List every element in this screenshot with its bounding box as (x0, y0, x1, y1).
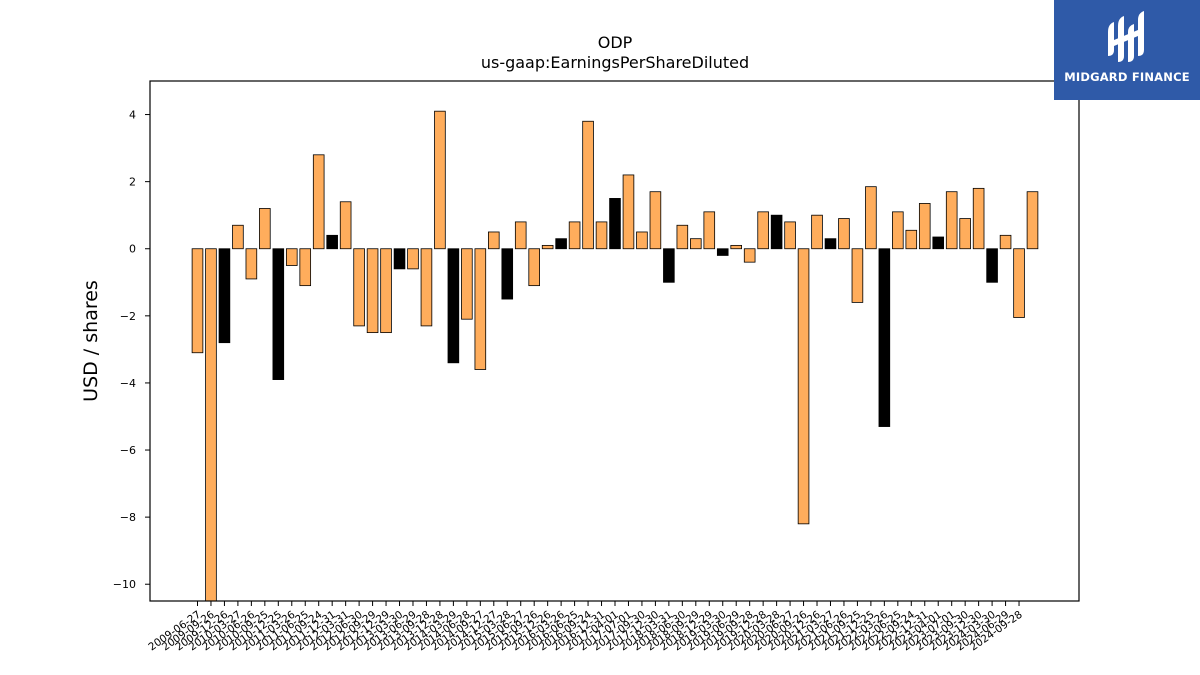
bar (420, 248, 433, 327)
bar (865, 186, 877, 250)
bar (487, 231, 500, 250)
bar (770, 214, 783, 250)
bar (528, 248, 540, 287)
y-tick-label: 4 (129, 109, 136, 122)
bar (461, 248, 473, 320)
bar (932, 236, 945, 250)
bar (851, 248, 864, 303)
midgard-m-logo-icon (1108, 11, 1144, 62)
bar (986, 248, 998, 283)
y-tick-label: 0 (129, 243, 136, 256)
bar (959, 218, 971, 250)
bar (595, 221, 608, 250)
bar (703, 211, 716, 250)
bar (743, 248, 756, 263)
plot-frame (149, 80, 1080, 602)
bar (245, 248, 258, 280)
bar (609, 198, 621, 250)
bar (380, 248, 392, 334)
bar (568, 221, 581, 250)
bar (999, 234, 1012, 250)
bar (205, 248, 217, 601)
bar (838, 218, 850, 250)
bar (474, 248, 487, 370)
bar (676, 224, 689, 250)
bar (514, 221, 527, 250)
bar (663, 248, 675, 283)
bar (636, 231, 648, 250)
bar (191, 248, 204, 354)
bar (232, 224, 244, 250)
bar (811, 214, 823, 250)
bar (393, 248, 406, 270)
x-axis-ticks: 2009-06-272009-09-262009-12-262010-03-27… (146, 601, 1025, 653)
bar (582, 120, 594, 250)
bar (1026, 191, 1039, 250)
bar (797, 248, 810, 525)
bar (312, 154, 325, 250)
bar (918, 203, 931, 250)
bar (339, 201, 352, 250)
bar (285, 248, 298, 266)
bar (730, 244, 742, 250)
bar (649, 191, 662, 250)
y-tick-label: 2 (129, 176, 136, 189)
y-axis-ticks: 4 2 0 −2 −4 −6 −8 −10 (113, 109, 150, 591)
bar (892, 211, 904, 250)
bar (622, 174, 635, 250)
bar (501, 248, 514, 300)
brand-name: MIDGARD FINANCE (1064, 70, 1190, 84)
bar (272, 248, 285, 380)
bar (824, 238, 837, 250)
bar (690, 238, 702, 250)
y-tick-label: −6 (120, 444, 136, 457)
chart-subtitle: us-gaap:EarningsPerShareDiluted (481, 53, 749, 72)
y-axis-label: USD / shares (80, 280, 102, 402)
bar (878, 248, 891, 427)
bar (259, 208, 271, 250)
bar (299, 248, 312, 287)
bar (434, 110, 446, 250)
bar (447, 248, 460, 364)
brand-logo: MIDGARD FINANCE (1054, 0, 1200, 100)
y-tick-label: −8 (120, 511, 136, 524)
bar (784, 221, 796, 250)
bar (541, 244, 554, 250)
bar (353, 248, 365, 327)
bar (366, 248, 379, 334)
bar (905, 229, 918, 250)
bars-group (191, 110, 1039, 601)
bar (945, 191, 958, 250)
bar (218, 248, 231, 344)
bar (757, 211, 769, 250)
chart-title: ODP (598, 33, 633, 52)
y-tick-label: −10 (113, 578, 136, 591)
bar (326, 234, 338, 250)
bar (716, 248, 729, 256)
y-tick-label: −2 (120, 310, 136, 323)
bar (1013, 248, 1025, 318)
bar (407, 248, 419, 270)
bar (972, 187, 985, 250)
bar (555, 238, 567, 250)
y-tick-label: −4 (120, 377, 136, 390)
